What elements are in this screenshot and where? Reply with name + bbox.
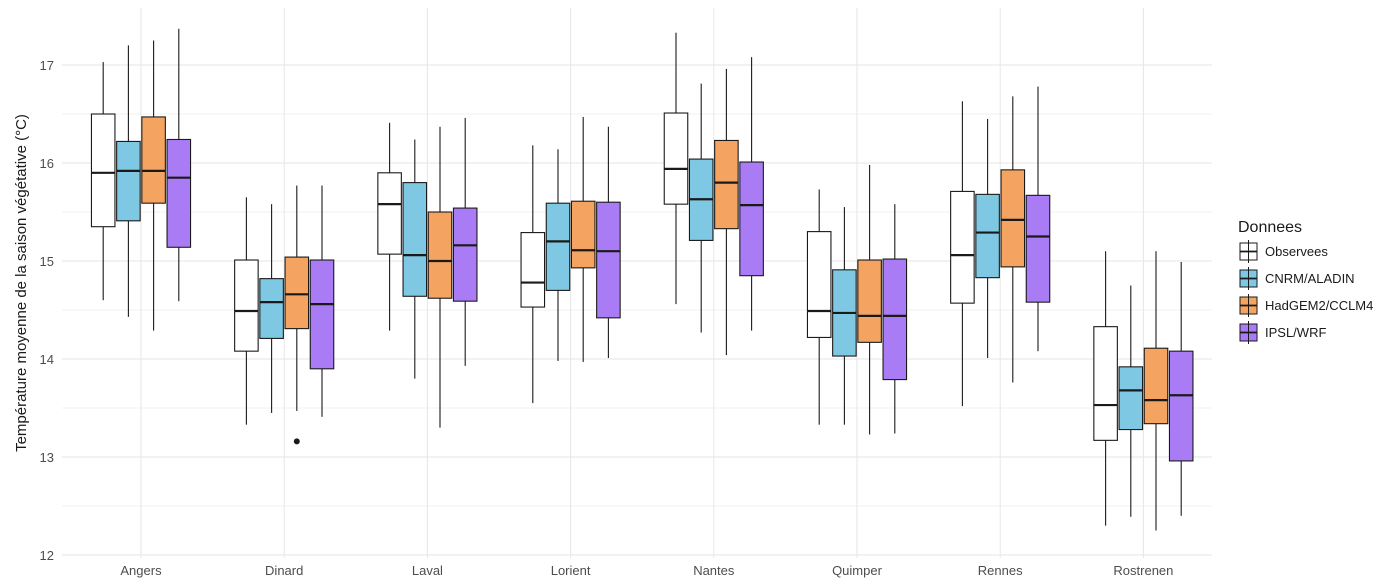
- box-dinard-2: [284, 185, 310, 445]
- box-body: [1168, 350, 1194, 462]
- box-body: [1093, 326, 1118, 441]
- box-body: [1025, 194, 1051, 303]
- x-tick-label: Rennes: [978, 563, 1023, 578]
- box-body: [739, 161, 764, 277]
- box-angers-2: [141, 40, 166, 331]
- box-body: [950, 190, 975, 304]
- legend-item: CNRM/ALADIN: [1239, 267, 1355, 290]
- legend-label: HadGEM2/CCLM4: [1265, 298, 1373, 313]
- box-angers-1: [116, 45, 141, 317]
- box-body: [284, 256, 310, 330]
- box-body: [545, 202, 571, 291]
- box-body: [309, 259, 335, 370]
- box-nantes-2: [714, 68, 739, 356]
- box-body: [520, 232, 546, 308]
- y-tick-label: 12: [40, 548, 54, 563]
- box-body: [663, 112, 689, 205]
- box-body: [714, 139, 739, 230]
- y-tick-label: 13: [40, 450, 54, 465]
- y-tick-label: 16: [40, 156, 54, 171]
- legend-label: CNRM/ALADIN: [1265, 271, 1355, 286]
- x-tick-label: Laval: [412, 563, 443, 578]
- x-tick-label: Nantes: [693, 563, 735, 578]
- boxes: [90, 28, 1194, 531]
- box-body: [259, 278, 284, 339]
- box-laval-1: [402, 139, 428, 379]
- y-tick-label: 17: [40, 58, 54, 73]
- legend-title: Donnees: [1238, 219, 1302, 236]
- box-body: [882, 258, 908, 381]
- box-rennes-0: [950, 101, 975, 407]
- box-rennes-2: [1000, 96, 1026, 383]
- box-body: [596, 201, 621, 319]
- box-body: [570, 200, 596, 269]
- y-tick-label: 15: [40, 254, 54, 269]
- box-body: [975, 193, 1000, 279]
- y-tick-label: 14: [40, 352, 54, 367]
- box-dinard-1: [259, 204, 284, 413]
- box-body: [427, 211, 453, 299]
- box-lorient-0: [520, 145, 546, 404]
- y-axis: 12 13 14 15 16 17: [40, 58, 54, 563]
- box-dinard-3: [309, 185, 335, 417]
- legend-item: HadGEM2/CCLM4: [1239, 294, 1373, 317]
- box-quimper-0: [806, 189, 832, 425]
- box-rennes-3: [1025, 86, 1051, 352]
- legend-item: IPSL/WRF: [1239, 321, 1326, 344]
- legend-label: IPSL/WRF: [1265, 325, 1326, 340]
- box-quimper-2: [857, 164, 882, 435]
- box-body: [452, 207, 478, 302]
- box-body: [141, 116, 166, 204]
- box-body: [234, 259, 259, 352]
- box-body: [1143, 347, 1169, 425]
- x-tick-label: Rostrenen: [1113, 563, 1173, 578]
- x-tick-label: Dinard: [265, 563, 303, 578]
- box-body: [402, 182, 428, 297]
- box-quimper-3: [882, 204, 908, 434]
- box-angers-3: [166, 28, 192, 302]
- box-laval-2: [427, 126, 453, 428]
- box-rostrenen-3: [1168, 261, 1194, 516]
- box-laval-3: [452, 117, 478, 366]
- box-lorient-1: [545, 149, 571, 361]
- box-rostrenen-2: [1143, 251, 1169, 531]
- box-body: [806, 231, 832, 338]
- box-dinard-0: [234, 197, 259, 425]
- box-body: [377, 172, 402, 255]
- box-angers-0: [90, 62, 116, 301]
- box-nantes-3: [739, 57, 764, 331]
- legend-label: Observees: [1265, 244, 1328, 259]
- box-body: [90, 113, 116, 228]
- legend: Donnees Observees CNRM/ALADIN HadGEM2/CCLM…: [1238, 219, 1373, 344]
- box-lorient-2: [570, 116, 596, 362]
- y-axis-title: Température moyenne de la saison végétat…: [13, 114, 30, 452]
- box-laval-0: [377, 122, 402, 331]
- box-body: [857, 259, 882, 343]
- x-tick-label: Lorient: [551, 563, 591, 578]
- box-rostrenen-0: [1093, 251, 1118, 526]
- box-body: [1000, 169, 1026, 268]
- box-lorient-3: [596, 126, 621, 359]
- box-nantes-0: [663, 32, 689, 305]
- box-body: [116, 140, 141, 222]
- legend-item: Observees: [1239, 240, 1328, 263]
- box-body: [1118, 366, 1144, 431]
- box-rennes-1: [975, 118, 1000, 359]
- box-body: [166, 138, 192, 248]
- box-rostrenen-1: [1118, 285, 1144, 517]
- x-tick-label: Quimper: [832, 563, 883, 578]
- box-nantes-1: [688, 83, 714, 333]
- x-axis: Angers Dinard Laval Lorient Nantes Quimper Ren…: [120, 563, 1173, 578]
- box-quimper-1: [832, 207, 857, 425]
- outlier-point: [293, 438, 300, 445]
- x-tick-label: Angers: [120, 563, 162, 578]
